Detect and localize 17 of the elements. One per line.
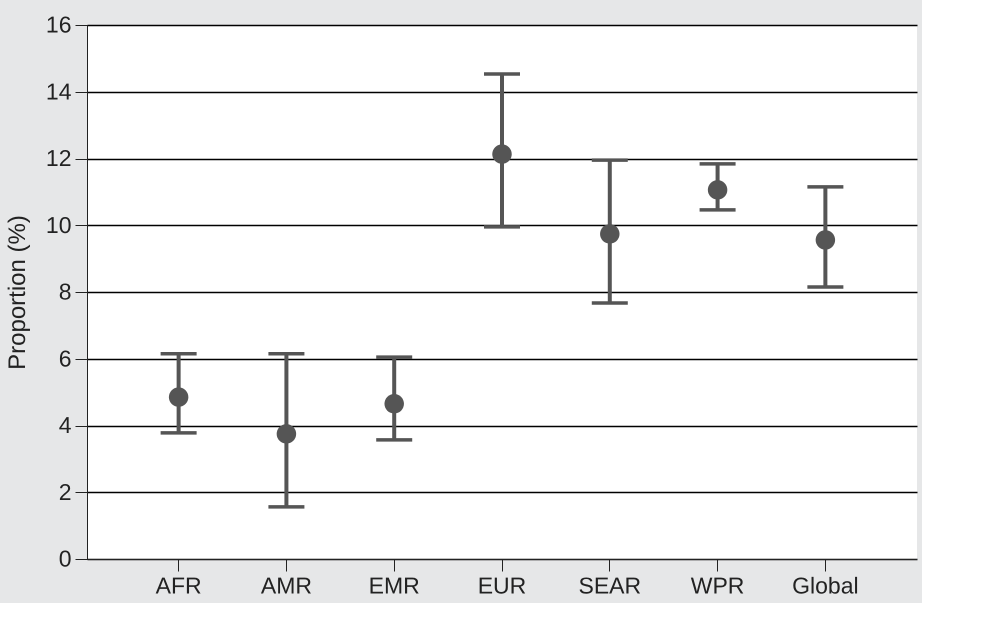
x-tick-label: SEAR: [578, 572, 642, 598]
y-tick-label: 8: [58, 278, 72, 304]
y-tick-label: 2: [58, 478, 72, 505]
x-tick-label: EUR: [478, 572, 526, 598]
y-tick-label: 6: [58, 345, 72, 372]
x-tick-label: EMR: [368, 572, 420, 598]
x-tick-label: AFR: [156, 572, 202, 598]
x-tick-label: WPR: [690, 572, 744, 598]
y-tick-label: 12: [46, 145, 72, 171]
y-tick-label: 10: [46, 212, 72, 238]
y-tick-label: 0: [58, 546, 72, 572]
y-tick-label: 4: [58, 412, 72, 438]
y-tick-label: 14: [46, 78, 72, 104]
y-tick-label: 16: [46, 12, 72, 38]
x-tick-label: Global: [792, 572, 859, 598]
x-tick-label: AMR: [260, 572, 312, 598]
y-axis-title: Proportion (%): [4, 215, 31, 370]
